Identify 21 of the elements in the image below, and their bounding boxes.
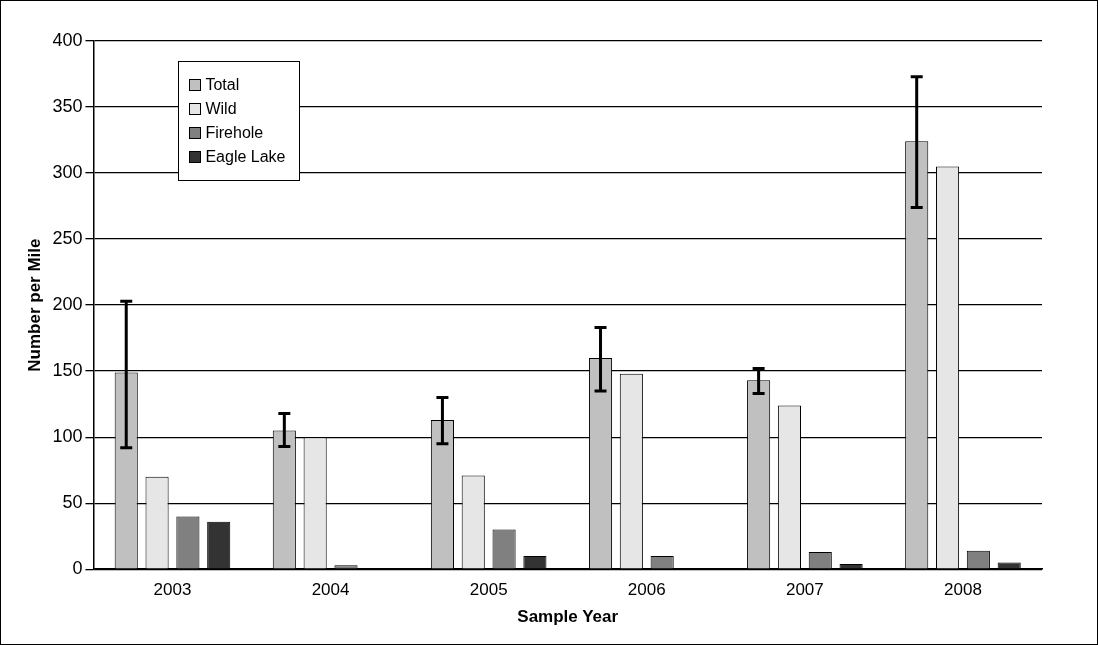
legend-label: Firehole <box>205 124 264 142</box>
x-tick-label: 2007 <box>785 580 824 600</box>
x-tick-label: 2008 <box>944 580 982 600</box>
x-tick-label: 2006 <box>627 580 666 600</box>
y-tick-label: 50 <box>62 492 83 513</box>
y-tick-label: 300 <box>52 162 83 183</box>
y-tick-label: 250 <box>52 228 83 249</box>
y-tick-label: 400 <box>52 29 83 50</box>
x-tick-label: 2005 <box>469 580 508 600</box>
y-tick-label: 150 <box>52 360 83 381</box>
legend-label: Eagle Lake <box>205 148 286 166</box>
x-axis-title: Sample Year <box>517 607 619 627</box>
y-axis-title: Number per Mile <box>24 238 44 372</box>
y-tick-label: 100 <box>52 426 83 447</box>
x-tick-label: 2004 <box>311 580 350 600</box>
legend-label: Total <box>205 76 240 94</box>
x-tick-label: 2003 <box>153 580 192 600</box>
y-tick-label: 350 <box>52 95 83 116</box>
y-tick-label: 0 <box>72 558 83 579</box>
y-tick-label: 200 <box>52 294 83 315</box>
legend-label: Wild <box>205 100 237 118</box>
